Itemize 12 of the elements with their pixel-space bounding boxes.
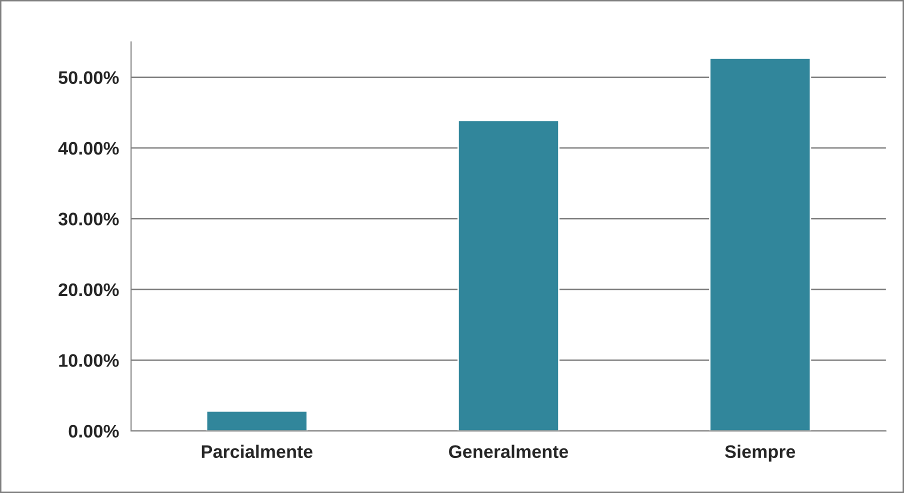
x-tick-label: Parcialmente [202, 444, 312, 458]
y-tick-label: 20.00% [58, 283, 119, 296]
x-tick-label: Siempre [725, 444, 796, 462]
bar [457, 120, 560, 431]
bar [206, 410, 308, 431]
y-tick-label: 50.00% [58, 71, 119, 84]
y-tick-label: 40.00% [58, 142, 119, 155]
x-tick-label: Generalmente [449, 444, 568, 458]
y-tick-label: 10.00% [59, 354, 119, 367]
y-tick-label: 30.00% [58, 212, 119, 226]
bar [709, 57, 812, 431]
y-tick-label: 0.00% [68, 424, 119, 438]
